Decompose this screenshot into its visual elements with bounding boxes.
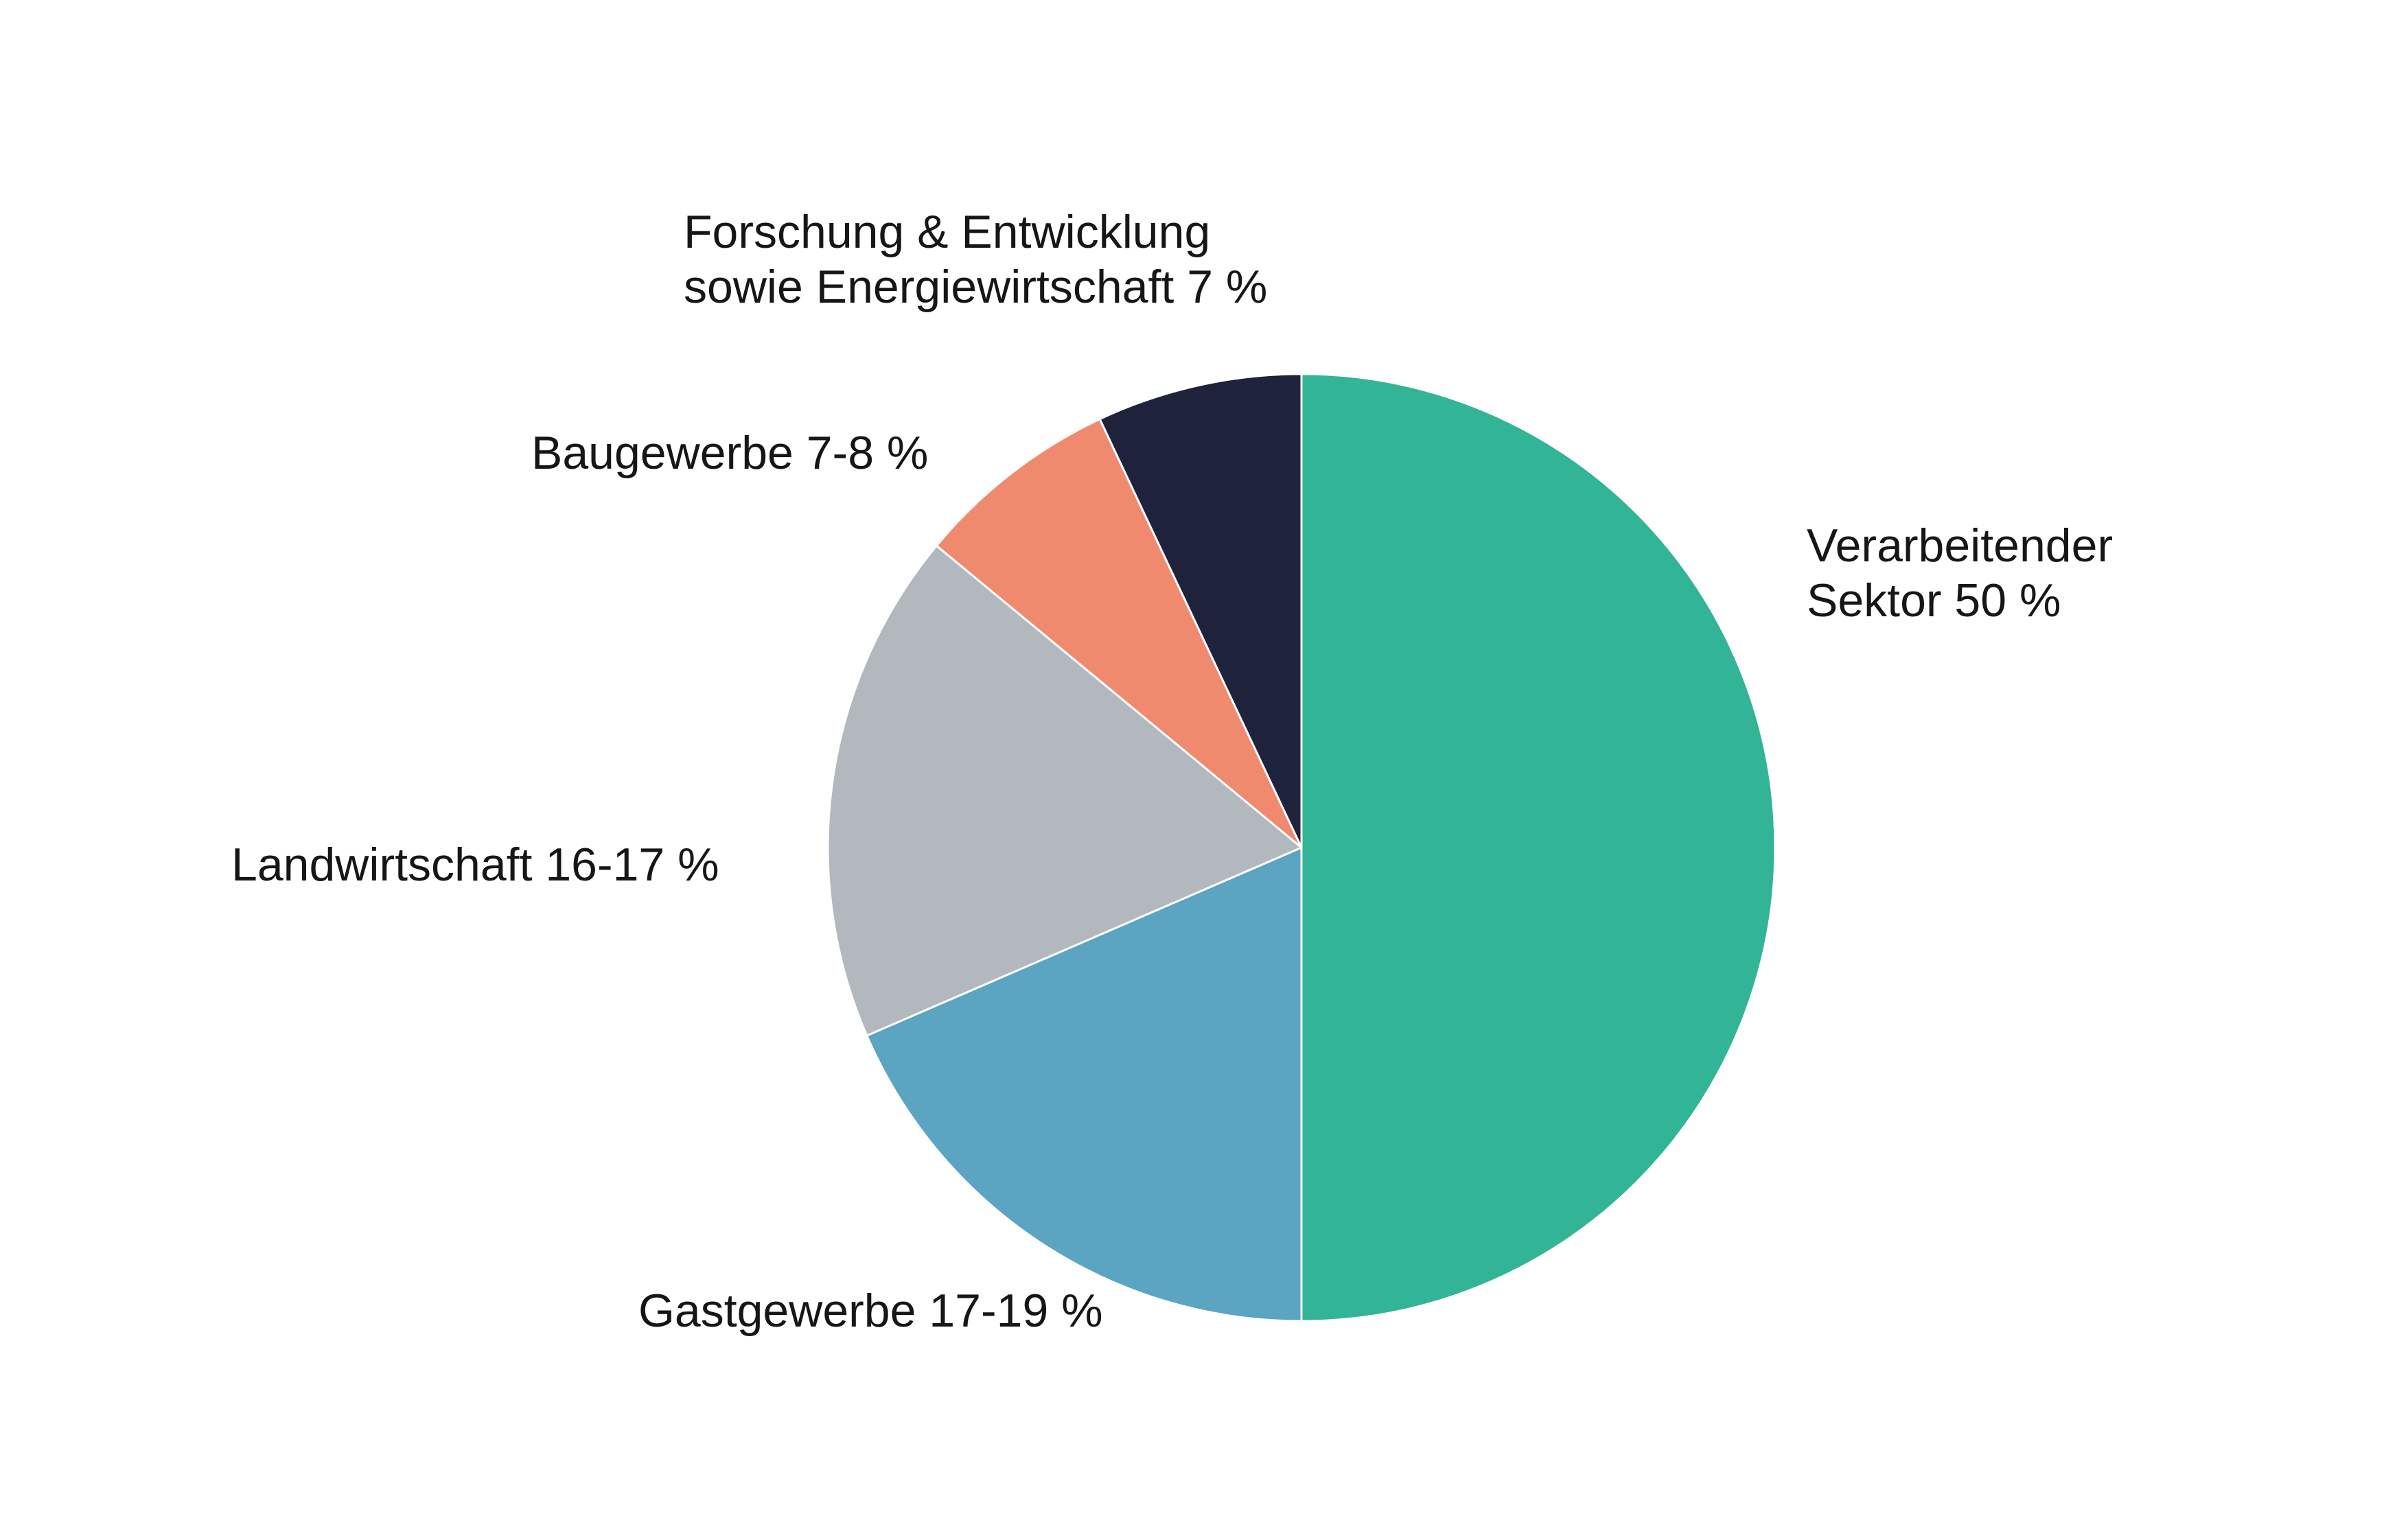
slice-label-landwirtschaft: Landwirtschaft 16-17 %: [231, 837, 719, 892]
pie-slice-landwirtschaft: [826, 544, 1303, 1037]
slice-label-line: Verarbeitender: [1807, 520, 2114, 572]
slice-label-line: sowie Energiewirtschaft 7 %: [684, 261, 1268, 313]
slice-label-verarbeitender-sektor: Verarbeitender Sektor 50 %: [1807, 518, 2113, 628]
slice-label-line: Sektor 50 %: [1807, 574, 2061, 627]
pie-slice-forschung-entwicklung: [1098, 373, 1303, 849]
pie-slices: [826, 373, 1776, 1322]
slice-label-line: Baugewerbe 7-8 %: [531, 427, 929, 479]
pie-slice-baugewerbe: [935, 418, 1303, 849]
slice-label-line: Gastgewerbe 17-19 %: [638, 1285, 1103, 1337]
slice-label-gastgewerbe: Gastgewerbe 17-19 %: [638, 1283, 1103, 1338]
pie-slice-gastgewerbe: [866, 846, 1303, 1322]
slice-label-line: Forschung & Entwicklung: [684, 206, 1211, 258]
slice-label-baugewerbe: Baugewerbe 7-8 %: [531, 425, 928, 480]
slice-label-line: Landwirtschaft 16-17 %: [231, 839, 719, 891]
slice-label-forschung-entwicklung: Forschung & Entwicklung sowie Energiewir…: [684, 205, 1267, 314]
pie-slice-verarbeitender-sektor: [1300, 373, 1776, 1322]
